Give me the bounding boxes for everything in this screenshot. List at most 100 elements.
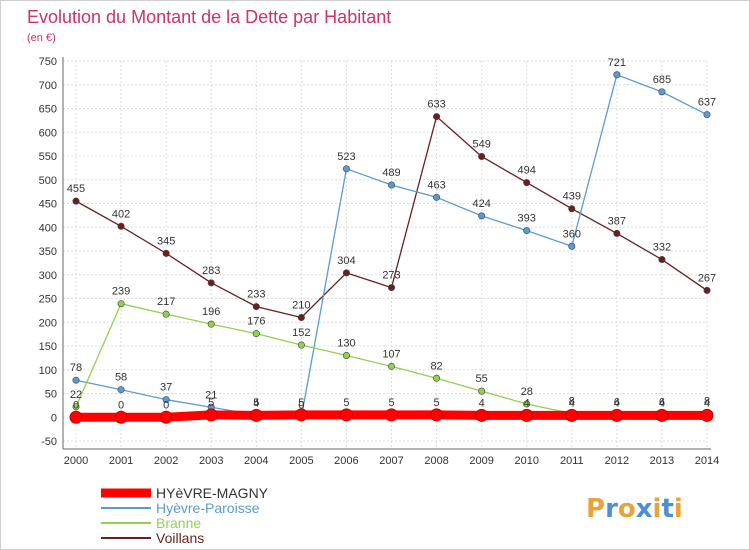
data-point bbox=[114, 410, 128, 424]
data-label: 21 bbox=[205, 389, 217, 401]
data-point bbox=[162, 249, 170, 257]
x-tick-label: 2004 bbox=[244, 455, 268, 467]
data-label: 4 bbox=[614, 397, 620, 409]
y-tick-label: 0 bbox=[51, 412, 57, 424]
logo-letter: o bbox=[618, 494, 636, 524]
x-tick-label: 2013 bbox=[650, 455, 674, 467]
data-point bbox=[568, 205, 576, 213]
data-label: 393 bbox=[518, 213, 536, 225]
data-label: 4 bbox=[479, 397, 485, 409]
y-tick-label: 600 bbox=[39, 127, 57, 139]
data-point bbox=[69, 410, 83, 424]
data-point bbox=[385, 408, 398, 422]
data-point bbox=[252, 303, 260, 311]
data-label: 332 bbox=[653, 242, 671, 254]
x-tick-label: 2002 bbox=[154, 455, 178, 467]
data-point bbox=[475, 408, 489, 422]
chart-title: Evolution du Montant de la Dette par Hab… bbox=[27, 7, 391, 27]
axes: -500501001502002503003504004505005506006… bbox=[39, 56, 720, 467]
data-point bbox=[478, 152, 486, 160]
x-tick-label: 2008 bbox=[424, 455, 448, 467]
x-tick-label: 2010 bbox=[514, 455, 538, 467]
data-point bbox=[610, 408, 624, 422]
y-tick-label: 50 bbox=[45, 389, 57, 401]
data-label: 8 bbox=[704, 395, 710, 407]
data-label: 0 bbox=[163, 399, 169, 411]
data-label: 523 bbox=[337, 151, 355, 163]
data-label: 637 bbox=[698, 97, 716, 109]
data-label: 494 bbox=[518, 165, 536, 177]
data-point bbox=[523, 179, 531, 187]
chart-subtitle: (en €) bbox=[27, 32, 56, 44]
data-label: 22 bbox=[70, 389, 82, 401]
data-point bbox=[613, 229, 621, 237]
data-label: 345 bbox=[157, 235, 175, 247]
data-label: 210 bbox=[292, 300, 310, 312]
data-label: 78 bbox=[70, 362, 82, 374]
data-point bbox=[658, 88, 666, 96]
legend-label: Branne bbox=[156, 515, 201, 531]
data-labels: 4554023452832332103042736335494944393873… bbox=[67, 57, 716, 411]
y-tick-label: 150 bbox=[39, 341, 57, 353]
data-label: 6 bbox=[614, 396, 620, 408]
data-point bbox=[703, 286, 711, 294]
y-tick-label: 650 bbox=[39, 104, 57, 116]
y-tick-label: 250 bbox=[39, 294, 57, 306]
data-point bbox=[342, 165, 350, 173]
data-label: 439 bbox=[563, 191, 581, 203]
data-label: 360 bbox=[563, 228, 581, 240]
x-tick-label: 2001 bbox=[109, 455, 133, 467]
y-tick-label: 300 bbox=[39, 270, 57, 282]
x-tick-label: 2005 bbox=[289, 455, 313, 467]
series-0 bbox=[72, 113, 711, 321]
grid bbox=[63, 60, 708, 449]
data-label: 402 bbox=[112, 208, 130, 220]
data-point bbox=[523, 400, 531, 408]
data-label: 6 bbox=[659, 396, 665, 408]
legend-label: HYèVRE-MAGNY bbox=[156, 485, 269, 501]
data-label: 5 bbox=[388, 397, 394, 409]
x-tick-label: 2012 bbox=[605, 455, 629, 467]
data-point bbox=[520, 408, 534, 422]
series-3 bbox=[69, 408, 714, 424]
data-label: 4 bbox=[659, 397, 665, 409]
y-tick-label: 350 bbox=[39, 246, 57, 258]
data-label: 217 bbox=[157, 296, 175, 308]
y-tick-label: 500 bbox=[39, 175, 57, 187]
data-point bbox=[613, 71, 621, 79]
logo-letter: r bbox=[605, 494, 618, 524]
x-tick-label: 2000 bbox=[64, 455, 88, 467]
data-label: 4 bbox=[524, 397, 530, 409]
data-label: 4 bbox=[704, 397, 710, 409]
logo-letter: i bbox=[653, 494, 662, 524]
data-label: 0 bbox=[118, 399, 124, 411]
data-point bbox=[700, 408, 714, 422]
data-point bbox=[478, 387, 486, 395]
data-label: 549 bbox=[472, 138, 490, 150]
data-label: 283 bbox=[202, 265, 220, 277]
data-point bbox=[342, 351, 350, 359]
data-label: 273 bbox=[382, 270, 400, 282]
logo-letter: i bbox=[674, 494, 683, 524]
data-point bbox=[72, 403, 80, 411]
data-point bbox=[159, 410, 173, 424]
data-label: 239 bbox=[112, 286, 130, 298]
data-point bbox=[478, 212, 486, 220]
logo-letter: t bbox=[661, 494, 673, 524]
data-point bbox=[433, 374, 441, 382]
data-point bbox=[433, 193, 441, 201]
data-label: 107 bbox=[382, 348, 400, 360]
data-label: 5 bbox=[298, 397, 304, 409]
data-point bbox=[565, 408, 579, 422]
data-point bbox=[117, 222, 125, 230]
data-label: 455 bbox=[67, 183, 85, 195]
data-point bbox=[433, 113, 441, 121]
data-label: 58 bbox=[115, 372, 127, 384]
y-tick-label: 700 bbox=[39, 80, 57, 92]
data-point bbox=[72, 197, 80, 205]
data-point bbox=[523, 227, 531, 235]
data-point bbox=[297, 313, 305, 321]
series-lines bbox=[69, 71, 714, 424]
